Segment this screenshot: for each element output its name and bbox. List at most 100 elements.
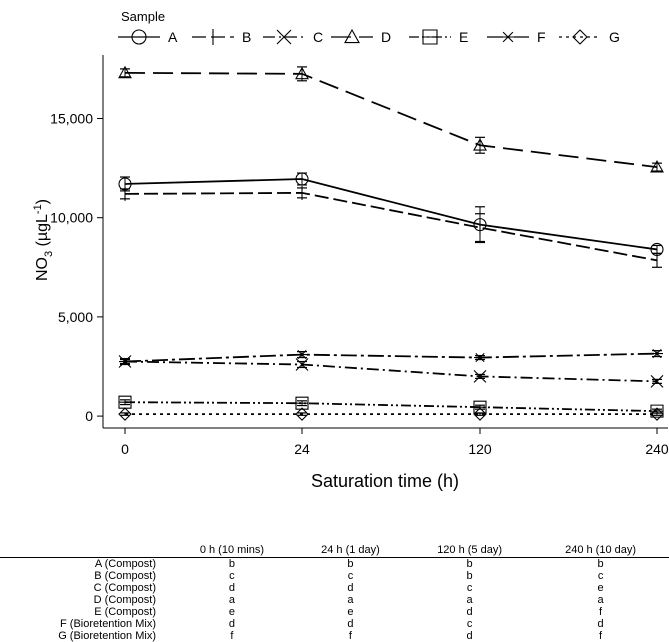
legend-item-B: B xyxy=(192,29,251,45)
table-cell: d xyxy=(466,630,473,642)
table-row-label: B (Compost) xyxy=(94,570,156,582)
table-row: C (Compost) d d c e xyxy=(0,582,669,594)
marker-triangle xyxy=(295,66,309,80)
series-D xyxy=(118,65,664,173)
table-cell: c xyxy=(597,570,604,582)
series-line xyxy=(124,71,658,168)
table-header-cell: 24 h (1 day) xyxy=(293,543,408,558)
table-row-label: F (Bioretention Mix) xyxy=(60,618,156,630)
table-row: F (Bioretention Mix) d d c d xyxy=(0,618,669,630)
table-cell: e xyxy=(228,606,235,618)
marker-square xyxy=(118,395,132,409)
series-C xyxy=(118,355,664,388)
marker-star xyxy=(119,356,131,367)
marker-triangle xyxy=(344,28,360,44)
table-row: A (Compost) b b b b xyxy=(0,558,669,571)
table-cell: d xyxy=(228,582,235,594)
legend-label: C xyxy=(313,29,323,45)
table-cell: f xyxy=(599,606,603,618)
table-row: B (Compost) c c b c xyxy=(0,570,669,582)
legend-title: Sample xyxy=(121,9,165,24)
legend-item-F: F xyxy=(487,29,546,45)
x-tick-label: 120 xyxy=(468,441,492,457)
legend-label: D xyxy=(381,29,391,45)
table-cell: f xyxy=(348,630,352,642)
table-cell: d xyxy=(597,618,604,630)
y-axis-title-part: 3 xyxy=(43,251,55,257)
marker-triangle xyxy=(473,138,487,151)
table-cell: d xyxy=(347,582,354,594)
table-cell: c xyxy=(229,570,235,582)
x-tick-label: 24 xyxy=(294,441,310,457)
table-cell: b xyxy=(228,558,235,570)
marker-diamond xyxy=(473,407,487,421)
table-row-label: G (Bioretention Mix) xyxy=(58,630,156,642)
table-header-cell: 0 h (10 mins) xyxy=(170,543,294,558)
y-axis-title-part: NO xyxy=(34,257,51,281)
y-tick-label: 0 xyxy=(85,408,93,424)
series-line xyxy=(124,178,658,251)
marker-star xyxy=(651,349,663,359)
y-tick-label: 10,000 xyxy=(50,210,93,226)
x-tick-label: 0 xyxy=(121,441,129,457)
line-chart: 0 5,000 10,000 15,000 0 24 120 240 Saturation ti… xyxy=(32,9,669,491)
marker-diamond xyxy=(118,407,132,421)
table-cell: a xyxy=(466,594,473,606)
marker-diamond xyxy=(295,407,309,421)
table-row: G (Bioretention Mix) f f d f xyxy=(0,630,669,642)
marker-star xyxy=(296,350,308,360)
table-cell: a xyxy=(347,594,354,606)
series-line xyxy=(124,401,658,413)
table-cell: e xyxy=(597,582,604,594)
marker-circle xyxy=(131,29,147,45)
significance-table: 0 h (10 mins) 24 h (1 day) 120 h (5 day)… xyxy=(0,543,669,642)
marker-x xyxy=(276,29,292,45)
series-F xyxy=(119,349,663,367)
table-cell: b xyxy=(466,558,473,570)
legend-label: E xyxy=(459,29,468,45)
table-cell: d xyxy=(347,618,354,630)
series-line xyxy=(124,360,658,383)
legend-item-G: G xyxy=(559,29,620,45)
marker-x xyxy=(650,374,664,388)
y-tick-label: 5,000 xyxy=(58,309,93,325)
table-cell: f xyxy=(599,630,603,642)
x-tick-label: 240 xyxy=(645,441,669,457)
table-row-label: D (Compost) xyxy=(93,594,156,606)
table-cell: d xyxy=(228,618,235,630)
series-G xyxy=(118,407,664,421)
table-cell: f xyxy=(230,630,234,642)
x-axis-title: Saturation time (h) xyxy=(311,471,459,491)
series-E xyxy=(118,395,664,418)
series-line xyxy=(124,191,658,262)
marker-x xyxy=(473,370,487,383)
marker-square xyxy=(422,29,438,45)
table-cell: b xyxy=(597,558,604,570)
marker-diamond xyxy=(572,29,588,45)
table-row-label: E (Compost) xyxy=(94,606,156,618)
legend-item-C: C xyxy=(263,29,323,45)
table-cell: c xyxy=(466,582,473,594)
marker-square xyxy=(650,404,664,418)
marker-square xyxy=(473,400,487,414)
table-cell: b xyxy=(347,558,354,570)
table-header-cell: 120 h (5 day) xyxy=(407,543,533,558)
table-cell: c xyxy=(466,618,473,630)
marker-triangle xyxy=(118,65,132,79)
table-cell: e xyxy=(347,606,354,618)
legend-item-A: A xyxy=(118,29,178,45)
table-cell: a xyxy=(228,594,235,606)
table-row-label: C (Compost) xyxy=(93,582,156,594)
y-tick-label: 15,000 xyxy=(50,110,93,126)
legend-item-E: E xyxy=(409,29,468,45)
table-header-row: 0 h (10 mins) 24 h (1 day) 120 h (5 day)… xyxy=(0,543,669,558)
legend-item-D: D xyxy=(331,28,391,45)
series-line xyxy=(124,352,658,363)
table-header-cell: 240 h (10 day) xyxy=(532,543,669,558)
marker-diamond xyxy=(650,407,664,421)
y-axis-title: NO3 (µgL-1) xyxy=(32,199,55,281)
table-row: D (Compost) a a a a xyxy=(0,594,669,606)
table-header-cell xyxy=(0,543,170,558)
table-row: E (Compost) e e d f xyxy=(0,606,669,618)
y-axis-title-part: -1 xyxy=(32,204,44,214)
